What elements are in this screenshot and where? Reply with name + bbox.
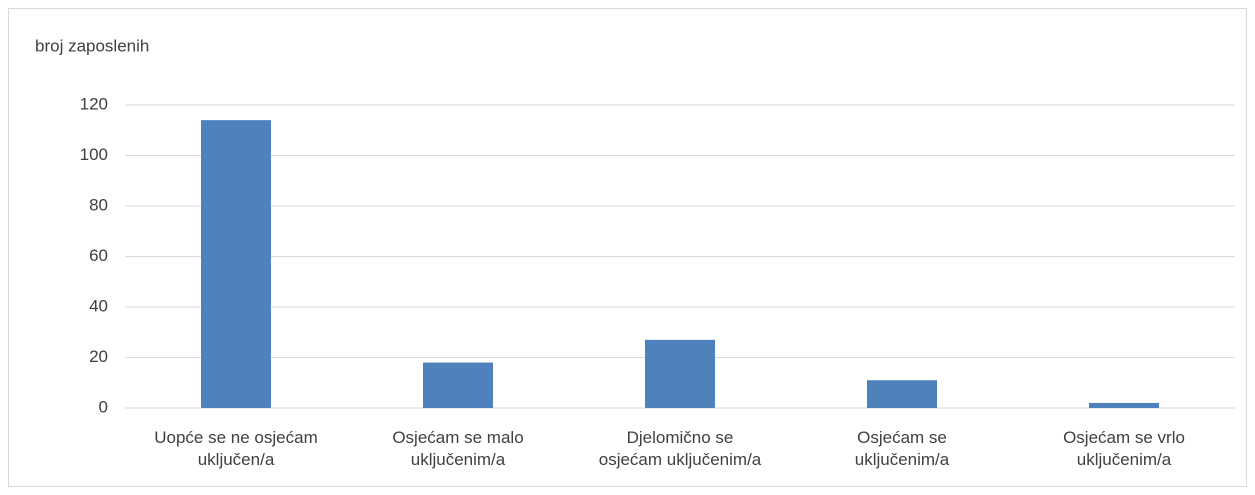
bar <box>1089 402 1159 408</box>
y-tick-label: 120 <box>80 94 108 113</box>
y-tick-label: 0 <box>99 397 108 416</box>
x-tick-label: Djelomično se osjećam uključenim/a <box>598 428 762 469</box>
y-tick-label: 100 <box>80 145 108 164</box>
bar <box>645 339 715 408</box>
y-tick-label: 80 <box>89 195 108 214</box>
x-tick-label: Uopće se ne osjećam uključen/a <box>154 428 318 469</box>
x-tick-label: Osjećam se vrlo uključenim/a <box>1063 428 1185 469</box>
y-tick-label: 60 <box>89 246 108 265</box>
bar <box>423 362 493 408</box>
bar <box>867 380 937 408</box>
x-tick-label: Osjećam se uključenim/a <box>854 428 950 469</box>
chart-border <box>8 8 1247 487</box>
y-axis-title: broj zaposlenih <box>35 36 149 55</box>
bar <box>201 120 271 409</box>
y-tick-label: 40 <box>89 296 108 315</box>
x-tick-label: Osjećam se malo uključenim/a <box>392 428 524 469</box>
y-tick-label: 20 <box>89 347 108 366</box>
